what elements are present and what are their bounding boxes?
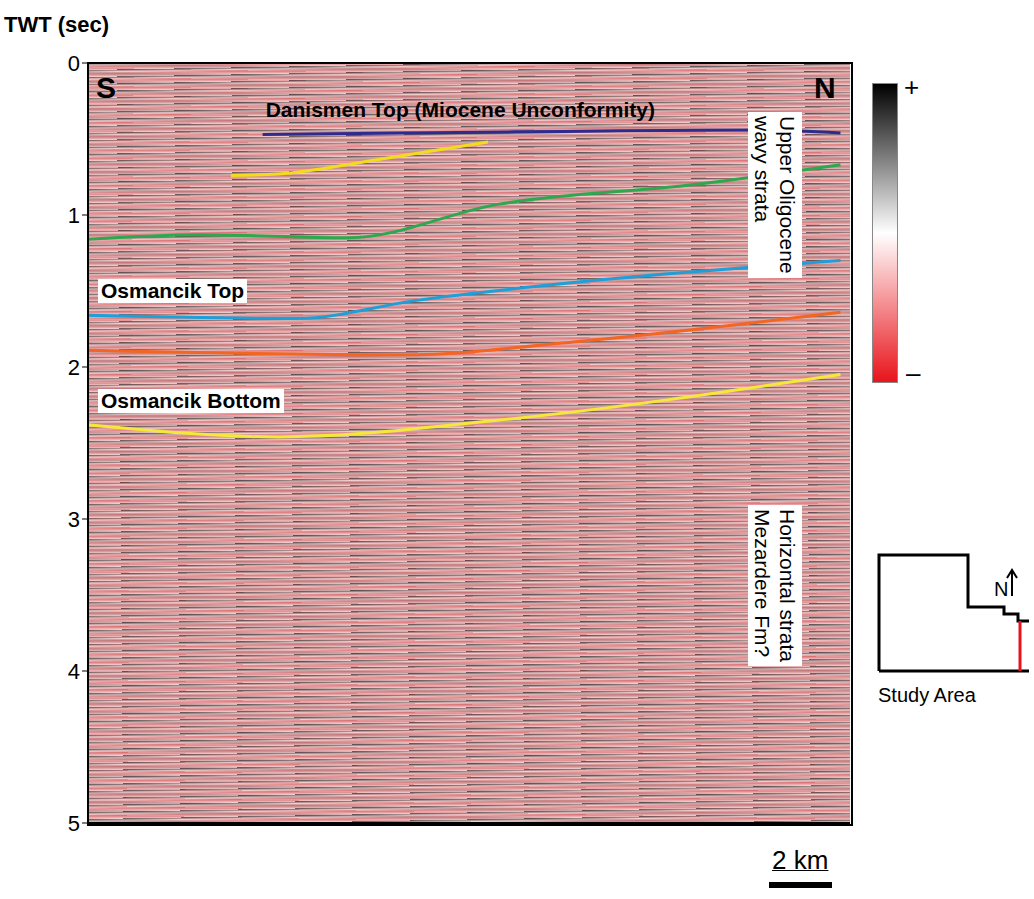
- html-text:S: S: [96, 71, 116, 104]
- svg-text:0: 0: [68, 51, 80, 76]
- svg-text:N: N: [994, 578, 1008, 600]
- html-text:Osmancik Top: Osmancik Top: [101, 279, 245, 303]
- html-text:2 km: 2 km: [772, 845, 829, 875]
- html-text:Osmancik Bottom: Osmancik Bottom: [101, 388, 281, 412]
- svg-text:1: 1: [68, 203, 80, 228]
- svg-text:5: 5: [68, 811, 80, 836]
- svg-text:3: 3: [68, 507, 80, 532]
- html-text:N: N: [814, 71, 836, 104]
- html-text:TWT (sec): TWT (sec): [4, 12, 110, 37]
- html-text:Mezardere Fm?: Mezardere Fm?: [751, 509, 774, 658]
- html-text:Danismen Top (Miocene Unconfor: Danismen Top (Miocene Unconformity): [265, 98, 655, 122]
- svg-text:4: 4: [68, 659, 80, 684]
- html-text:wavy strata: wavy strata: [751, 116, 774, 223]
- svg-text:2: 2: [68, 355, 80, 380]
- html-text:Upper Oligocene: Upper Oligocene: [776, 116, 799, 274]
- html-text:Horizontal strata: Horizontal strata: [776, 509, 799, 662]
- html-text:Study Area: Study Area: [878, 684, 976, 706]
